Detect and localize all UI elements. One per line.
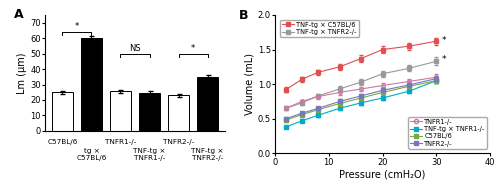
Y-axis label: Lm (μm): Lm (μm)	[18, 52, 28, 94]
Text: tg ×
C57BL/6: tg × C57BL/6	[76, 148, 106, 161]
Text: TNF-tg ×
TNFR2-/-: TNF-tg × TNFR2-/-	[192, 148, 224, 161]
Text: C57BL/6: C57BL/6	[47, 139, 78, 145]
Text: *: *	[191, 44, 195, 53]
Text: *: *	[442, 36, 446, 45]
Text: TNFR2-/-: TNFR2-/-	[163, 139, 194, 145]
Bar	[168, 95, 189, 131]
Text: NS: NS	[129, 44, 141, 53]
Text: TNF-tg ×
TNFR1-/-: TNF-tg × TNFR1-/-	[134, 148, 166, 161]
Bar	[81, 38, 102, 131]
Text: *: *	[75, 22, 79, 31]
Text: B: B	[238, 9, 248, 22]
Bar	[139, 93, 160, 131]
Text: TNFR1-/-: TNFR1-/-	[105, 139, 136, 145]
X-axis label: Pressure (cmH₂O): Pressure (cmH₂O)	[340, 169, 426, 179]
Text: A: A	[14, 8, 24, 21]
Bar	[52, 92, 73, 131]
Bar	[110, 91, 131, 131]
Text: *: *	[442, 55, 446, 64]
Legend: TNFR1-/-, TNF-tg × TNFR1-/-, C57BL/6, TNFR2-/-: TNFR1-/-, TNF-tg × TNFR1-/-, C57BL/6, TN…	[408, 117, 486, 149]
Bar	[197, 77, 218, 131]
Y-axis label: Volume (mL): Volume (mL)	[245, 53, 255, 115]
